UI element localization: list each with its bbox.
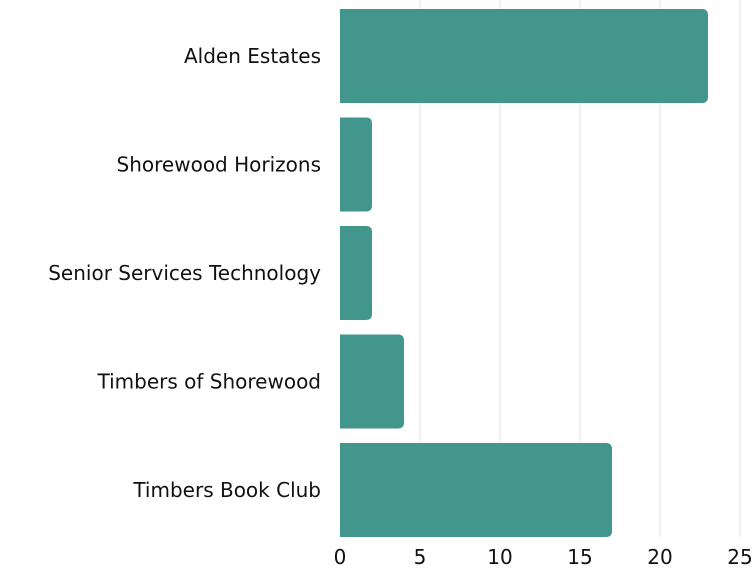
x-tick-label: 0 (334, 545, 347, 569)
bar (340, 443, 612, 537)
category-label: Timbers of Shorewood (97, 370, 322, 394)
bar (340, 117, 372, 212)
x-axis-ticks: 0 5 10 15 20 25 (334, 545, 753, 569)
x-tick-label: 5 (414, 545, 427, 569)
bar (340, 226, 372, 320)
category-label: Timbers Book Club (132, 478, 321, 502)
category-label: Alden Estates (184, 44, 321, 68)
bar (340, 9, 708, 103)
x-tick-label: 20 (647, 545, 672, 569)
x-tick-label: 25 (727, 545, 752, 569)
x-tick-label: 10 (487, 545, 512, 569)
bar (340, 334, 404, 429)
x-tick-label: 15 (567, 545, 592, 569)
category-label: Senior Services Technology (48, 261, 321, 285)
category-labels: Alden Estates Shorewood Horizons Senior Se… (48, 44, 321, 502)
bars (340, 9, 708, 537)
category-label: Shorewood Horizons (117, 153, 321, 177)
